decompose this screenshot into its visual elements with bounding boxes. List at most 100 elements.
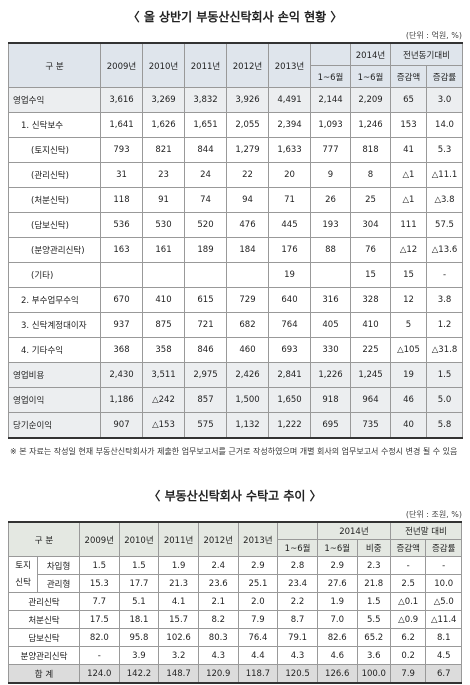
value-cell: 2.9	[237, 556, 279, 575]
value-cell: 2,144	[310, 87, 351, 113]
header-cell	[277, 521, 318, 540]
value-cell: 777	[310, 137, 351, 163]
table-row: 관리신탁 7.7 5.1 4.1 2.1 2.0 2.2 1.9 1.5 △0.1 △5.0	[8, 592, 462, 611]
table-row: (담보신탁) 536 530 520 476 445 193 304 111 57.5	[8, 212, 464, 238]
value-cell: 3,511	[142, 362, 185, 388]
value-cell: 161	[142, 237, 185, 263]
value-cell: 118	[100, 187, 143, 213]
table-row: 영업수익 3,616 3,269 3,832 3,926 4,491 2,144 2,209 6…	[8, 87, 464, 113]
table-body: 영업수익 3,616 3,269 3,832 3,926 4,491 2,144 2,209 6…	[8, 87, 464, 439]
value-cell: 40	[390, 412, 427, 439]
table-title: 〈 올 상반기 부동산신탁회사 손익 현황 〉	[127, 10, 343, 24]
value-cell: 2,426	[226, 362, 269, 388]
value-cell: 5.8	[425, 412, 464, 439]
header-cell: 1~6월	[277, 539, 318, 557]
value-cell: 2,209	[350, 87, 391, 113]
value-cell: 163	[100, 237, 143, 263]
table-row: 4. 기타수익 368 358 846 460 693 330 225 △105 △31.8	[8, 337, 464, 363]
value-cell: 6.2	[389, 628, 427, 647]
header-cell: 2010년	[142, 42, 185, 88]
value-cell: 857	[184, 387, 227, 413]
table-row: (기타) 19 15 15-	[8, 262, 464, 288]
value-cell: 1.9	[158, 556, 199, 575]
value-cell: 100.0	[356, 664, 391, 684]
value-cell: 15.7	[158, 610, 199, 629]
value-cell: 1.9	[316, 592, 358, 611]
row-label: 영업이익	[8, 387, 101, 413]
header-cell: 1~6월	[310, 65, 351, 88]
value-cell: 2,430	[100, 362, 143, 388]
header-cell: 2012년	[197, 521, 239, 557]
footnote: ※ 본 자료는 작성일 현재 부동산신탁회사가 제출한 업무보고서를 근거로 작…	[10, 447, 458, 456]
value-cell: -	[78, 646, 120, 665]
value-cell: 6.7	[425, 664, 462, 684]
value-cell: △13.6	[425, 237, 464, 263]
value-cell: 1,222	[268, 412, 311, 439]
value-cell: 5.5	[356, 610, 391, 629]
value-cell: 2.4	[197, 556, 239, 575]
value-cell: 368	[100, 337, 143, 363]
value-cell: △0.9	[389, 610, 427, 629]
value-cell: 19	[390, 362, 427, 388]
value-cell: 907	[100, 412, 143, 439]
value-cell: 142.2	[118, 664, 160, 684]
value-cell: 176	[268, 237, 311, 263]
unit-label: (단위 : 조원, %)	[405, 510, 462, 519]
value-cell: △153	[142, 412, 185, 439]
value-cell: 148.7	[158, 664, 199, 684]
value-cell: 1,500	[226, 387, 269, 413]
value-cell: 65	[390, 87, 427, 113]
value-cell: 3,832	[184, 87, 227, 113]
value-cell: 2,055	[226, 112, 269, 138]
value-cell: 19	[268, 262, 311, 288]
value-cell: 693	[268, 337, 311, 363]
value-cell: 8.7	[277, 610, 318, 629]
value-cell: 8	[350, 162, 391, 188]
table-row: 토지 신탁 차입형 1.5 1.5 1.9 2.4 2.9 2.8 2.9 2.3- -	[7, 556, 462, 593]
value-cell: 25.1	[237, 574, 279, 593]
value-cell: △3.8	[425, 187, 464, 213]
row-label: (처분신탁)	[8, 187, 101, 213]
value-cell	[226, 262, 269, 288]
value-cell: 821	[142, 137, 185, 163]
value-cell: 10.0	[425, 574, 462, 593]
row-label: (기타)	[8, 262, 101, 288]
row-label: (분양관리신탁)	[8, 237, 101, 263]
value-cell: 1,132	[226, 412, 269, 439]
row-label: 1. 신탁보수	[8, 112, 101, 138]
value-cell	[142, 262, 185, 288]
value-cell: 2.5	[389, 574, 427, 593]
value-cell: 8.2	[197, 610, 239, 629]
group-label-bottom: 신탁	[15, 577, 31, 588]
value-cell: 41	[390, 137, 427, 163]
header-cell: 2012년	[226, 42, 269, 88]
value-cell: 520	[184, 212, 227, 238]
value-cell: 76	[350, 237, 391, 263]
value-cell: 3.6	[356, 646, 391, 665]
value-cell: △11.4	[425, 610, 462, 629]
value-cell: 818	[350, 137, 391, 163]
header-cell: 2014년	[316, 521, 391, 540]
value-cell: 27.6	[316, 574, 358, 593]
value-cell: 82.6	[316, 628, 358, 647]
value-cell: 1,186	[100, 387, 143, 413]
value-cell: 2.3	[356, 556, 391, 575]
value-cell: 124.0	[78, 664, 120, 684]
header-cell: 구 분	[8, 42, 101, 88]
value-cell: 15.3	[78, 574, 120, 593]
row-label: 차입형	[37, 556, 80, 575]
group-label: 토지 신탁	[7, 556, 39, 593]
unit-label: (단위 : 억원, %)	[405, 31, 462, 40]
table-row: (관리신탁) 31 23 24 22 20 9 8 △1 △11.1	[8, 162, 464, 188]
row-label: 처분신탁	[8, 610, 80, 629]
value-cell: 410	[142, 287, 185, 313]
value-cell: 460	[226, 337, 269, 363]
value-cell: 1,093	[310, 112, 351, 138]
value-cell: 2,841	[268, 362, 311, 388]
value-cell: 4.4	[237, 646, 279, 665]
value-cell: 1.5	[118, 556, 160, 575]
value-cell: 17.7	[118, 574, 160, 593]
value-cell: 71	[268, 187, 311, 213]
header-cell: 비중	[356, 539, 391, 557]
value-cell: 640	[268, 287, 311, 313]
